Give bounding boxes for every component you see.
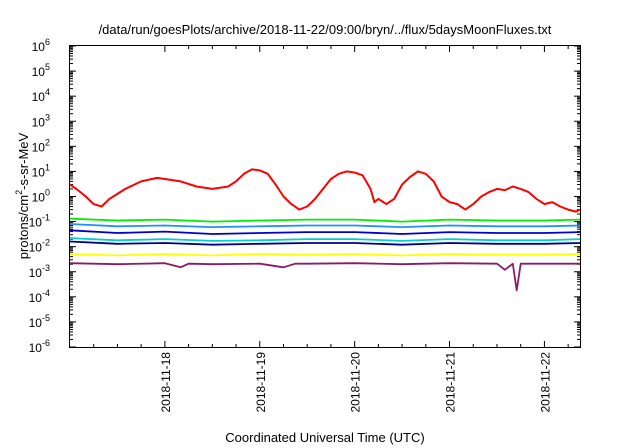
plot-frame: [69, 45, 581, 348]
series-line-4: [69, 229, 581, 235]
y-axis-label: protons/cm2-s-sr-MeV: [14, 132, 31, 259]
x-tick-label: 2018-11-20: [349, 352, 363, 413]
y-tick-label: 104: [32, 87, 50, 104]
series-group: [69, 168, 581, 292]
y-tick-label: 10-4: [29, 288, 50, 305]
y-tick-label-base: 10: [32, 191, 46, 205]
y-tick-label-exponent: 3: [45, 112, 50, 122]
series-line-3: [69, 223, 581, 229]
y-tick-label: 100: [32, 188, 50, 205]
y-tick-label-exponent: -3: [42, 263, 50, 273]
y-tick-label: 101: [32, 162, 50, 179]
y-tick-label-base: 10: [32, 65, 46, 79]
y-tick-label: 10-6: [29, 338, 50, 355]
y-axis: 10-610-510-410-310-210-11001011021031041…: [29, 37, 580, 355]
y-tick-label-base: 10: [29, 316, 43, 330]
y-tick-label-exponent: 5: [45, 62, 50, 72]
y-tick-label-exponent: -6: [42, 338, 50, 348]
y-tick-label-base: 10: [32, 115, 46, 129]
y-tick-label-base: 10: [29, 266, 43, 280]
series-line-7: [69, 253, 581, 257]
x-tick-label: 2018-11-21: [444, 352, 458, 413]
y-tick-label-exponent: 2: [45, 137, 50, 147]
x-tick-label: 2018-11-22: [538, 352, 552, 413]
series-line-5: [69, 237, 581, 242]
series-line-6: [69, 240, 581, 246]
x-axis: 2018-11-18 2018-11-19 2018-11-20 2018-11-21…: [93, 46, 569, 413]
y-tick-label: 10-2: [29, 238, 50, 255]
y-tick-label-exponent: -5: [42, 313, 50, 323]
y-tick-label-base: 10: [29, 216, 43, 230]
y-tick-label-exponent: 4: [45, 87, 50, 97]
y-tick-label-exponent: 1: [45, 162, 50, 172]
y-tick-label: 106: [32, 37, 50, 54]
y-tick-label-base: 10: [29, 241, 43, 255]
y-tick-label-base: 10: [32, 40, 46, 54]
series-line-1: [69, 168, 581, 213]
y-tick-label: 105: [32, 62, 50, 79]
x-tick-label: 2018-11-19: [254, 352, 268, 413]
y-tick-label-base: 10: [29, 341, 43, 355]
chart-title: /data/run/goesPlots/archive/2018-11-22/0…: [99, 22, 552, 37]
x-axis-label: Coordinated Universal Time (UTC): [225, 430, 424, 445]
y-axis-label-part-2: -s-sr-MeV: [16, 132, 31, 189]
y-tick-label-exponent: 6: [45, 37, 50, 47]
x-tick-label: 2018-11-18: [159, 352, 173, 413]
series-line-8: [69, 262, 580, 292]
y-tick-label-base: 10: [29, 291, 43, 305]
y-tick-label-base: 10: [32, 140, 46, 154]
y-tick-label: 10-1: [29, 213, 50, 230]
series-line-2: [69, 217, 581, 223]
y-tick-label: 10-3: [29, 263, 50, 280]
y-tick-label-exponent: -2: [42, 238, 50, 248]
y-axis-label-superscript: 2: [14, 190, 24, 195]
y-tick-label: 102: [32, 137, 50, 154]
y-tick-label-base: 10: [32, 165, 46, 179]
y-tick-label: 10-5: [29, 313, 50, 330]
y-axis-label-part-1: protons/cm: [16, 195, 31, 259]
y-tick-label: 103: [32, 112, 50, 129]
y-tick-label-exponent: 0: [45, 188, 50, 198]
y-tick-label-base: 10: [32, 90, 46, 104]
y-tick-label-exponent: -1: [42, 213, 50, 223]
y-tick-label-exponent: -4: [42, 288, 50, 298]
